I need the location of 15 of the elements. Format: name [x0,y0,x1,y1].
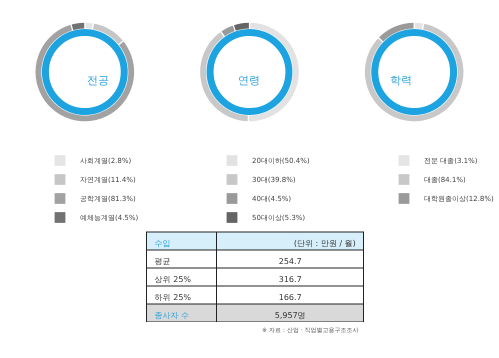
category-label: 하위 25% [154,293,192,302]
category-label: 상위 25% [154,275,192,284]
donut-slice [364,22,465,122]
text: 5,957명 [274,311,306,320]
text: 316.7 [278,275,302,284]
text: 학력 [390,74,412,87]
text: 전공 [87,74,109,87]
text: 166.7 [278,293,302,302]
text: (단위 : 만원 / 월) [294,239,356,248]
text: 254.7 [278,257,302,266]
text: 연령 [238,74,260,87]
category-label: 평균 [154,257,171,266]
donut-slice [34,23,136,122]
text: 수입 [154,239,171,248]
category-label: 종사자 수 [154,311,190,320]
